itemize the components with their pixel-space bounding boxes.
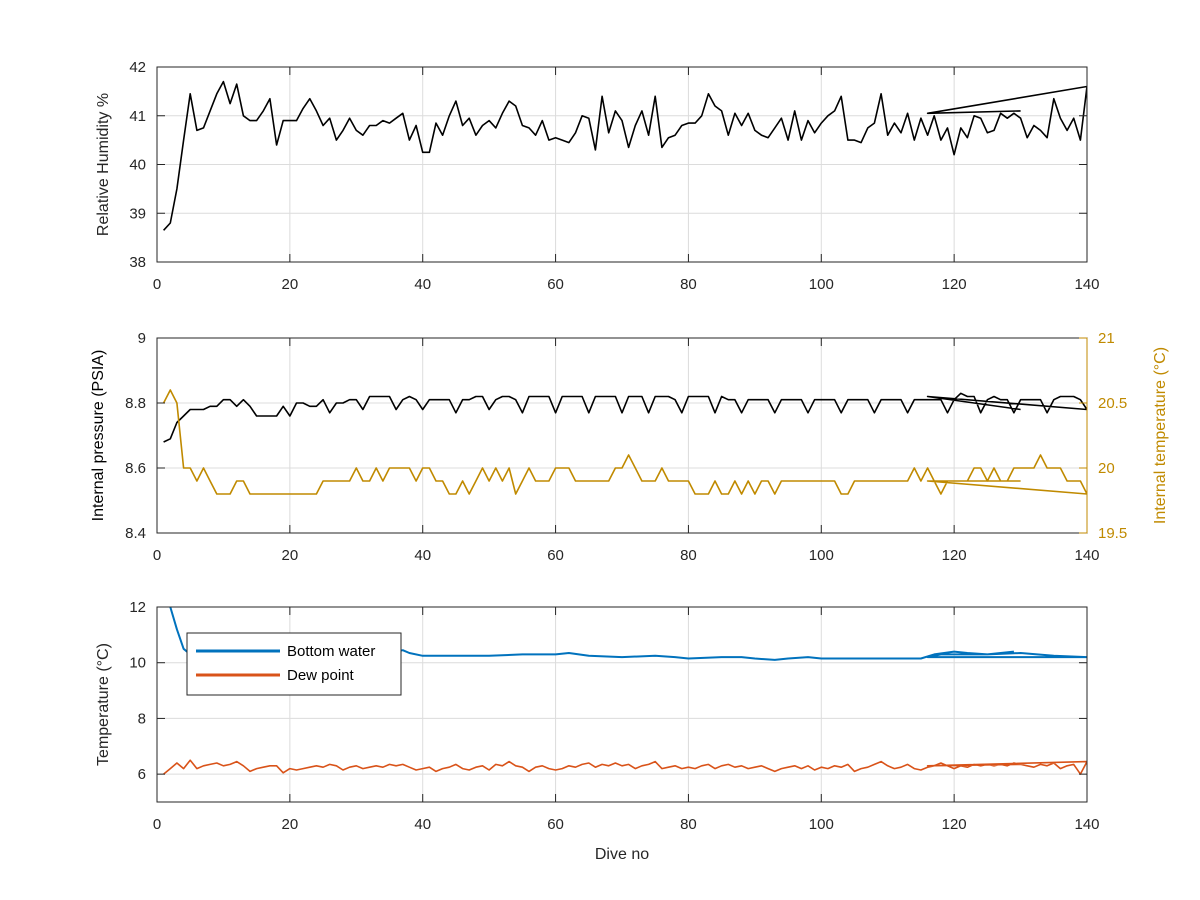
legend-entry-label: Dew point xyxy=(287,667,355,684)
y-tick-label: 8.8 xyxy=(125,395,146,412)
x-tick-label: 40 xyxy=(414,276,431,293)
axes-frame xyxy=(156,606,1088,803)
x-tick-label: 0 xyxy=(153,276,161,293)
x-tick-label: 120 xyxy=(942,547,967,564)
y-tick-label: 41 xyxy=(129,108,146,125)
y-tick-label: 8 xyxy=(138,710,146,727)
x-tick-label: 140 xyxy=(1074,816,1099,833)
x-tick-label: 0 xyxy=(153,547,161,564)
x-tick-label: 100 xyxy=(809,276,834,293)
y-tick-label: 39 xyxy=(129,205,146,222)
legend-entry-label: Bottom water xyxy=(287,643,375,660)
x-tick-label: 80 xyxy=(680,816,697,833)
x-tick-label: 100 xyxy=(809,816,834,833)
y-tick-label: 8.6 xyxy=(125,460,146,477)
series-line-left-axis xyxy=(163,80,1087,231)
y-tick-label: 12 xyxy=(129,599,146,616)
legend: Bottom water Dew point xyxy=(186,632,402,696)
y-tick-label: 38 xyxy=(129,254,146,271)
x-tick-label: 20 xyxy=(282,547,299,564)
y-axis-label: Temperature (°C) xyxy=(95,643,112,766)
y2-tick-label: 19.5 xyxy=(1098,525,1127,542)
humidity-panel: 0 20 40 60 80 100 120 140 38 39 40 41 42 Relative Hum… xyxy=(95,59,1100,293)
x-tick-label: 20 xyxy=(282,816,299,833)
y-tick-label: 6 xyxy=(138,766,146,783)
x-tick-label: 20 xyxy=(282,276,299,293)
y-tick-label: 40 xyxy=(129,157,146,174)
y2-tick-label: 20.5 xyxy=(1098,395,1127,412)
y-axis-label: Relative Humidity % xyxy=(95,93,112,236)
x-tick-label: 60 xyxy=(547,547,564,564)
x-tick-label: 100 xyxy=(809,547,834,564)
legend-box xyxy=(186,632,402,696)
temperature-panel: 0 20 40 60 80 100 120 140 6 8 10 12 Temperature (°C)… xyxy=(95,599,1100,863)
y-tick-label: 9 xyxy=(138,330,146,347)
series-line-right-axis xyxy=(162,389,1087,495)
x-tick-label: 120 xyxy=(942,276,967,293)
x-tick-label: 40 xyxy=(414,816,431,833)
plot-area xyxy=(157,338,1087,533)
pressure-temperature-panel: 0 20 40 60 80 100 120 140 8.4 8.6 8.8 9 19.5 20 20.5 21… xyxy=(90,330,1169,564)
x-tick-label: 80 xyxy=(680,276,697,293)
y2-tick-label: 20 xyxy=(1098,460,1115,477)
y-axis-label: Internal pressure (PSIA) xyxy=(90,350,107,522)
x-axis-label: Dive no xyxy=(595,846,649,863)
x-tick-label: 0 xyxy=(153,816,161,833)
x-tick-label: 80 xyxy=(680,547,697,564)
x-tick-label: 40 xyxy=(414,547,431,564)
x-tick-label: 60 xyxy=(547,276,564,293)
series-line-dew-point xyxy=(163,759,1087,775)
y-tick-label: 10 xyxy=(129,655,146,672)
series-line-left-axis xyxy=(163,392,1087,443)
y2-tick-label: 21 xyxy=(1098,330,1115,347)
x-tick-label: 140 xyxy=(1074,276,1099,293)
y2-axis-label: Internal temperature (°C) xyxy=(1152,347,1169,524)
x-tick-label: 60 xyxy=(547,816,564,833)
x-tick-label: 120 xyxy=(942,816,967,833)
y-tick-label: 8.4 xyxy=(125,525,146,542)
x-tick-label: 140 xyxy=(1074,547,1099,564)
y-tick-label: 42 xyxy=(129,59,146,76)
